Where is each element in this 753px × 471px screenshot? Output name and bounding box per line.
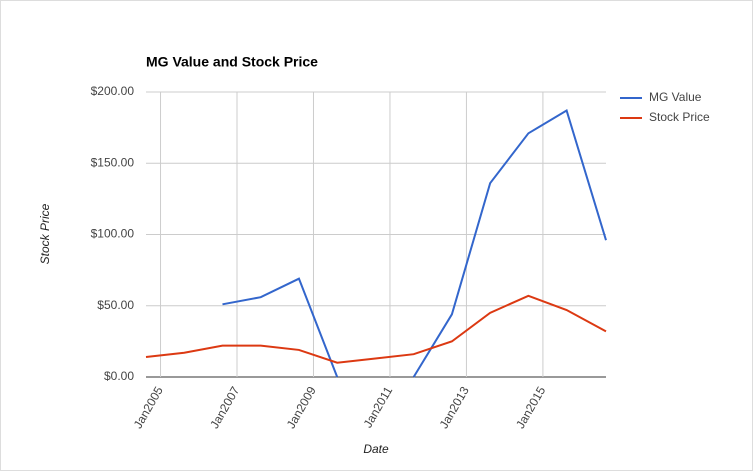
series-line [222, 277, 339, 378]
series-line [412, 109, 607, 378]
y-tick-label: $50.00 [97, 298, 134, 312]
y-tick-label: $150.00 [91, 155, 135, 169]
y-tick-label: $0.00 [104, 369, 134, 383]
legend-label: MG Value [649, 90, 702, 104]
y-tick-label: $200.00 [91, 84, 135, 98]
chart-title: MG Value and Stock Price [146, 54, 318, 70]
x-axis-title: Date [363, 442, 389, 456]
y-tick-label: $100.00 [91, 227, 135, 241]
legend-label: Stock Price [649, 110, 710, 124]
series-line [145, 294, 607, 364]
y-axis-title: Stock Price [38, 203, 52, 264]
